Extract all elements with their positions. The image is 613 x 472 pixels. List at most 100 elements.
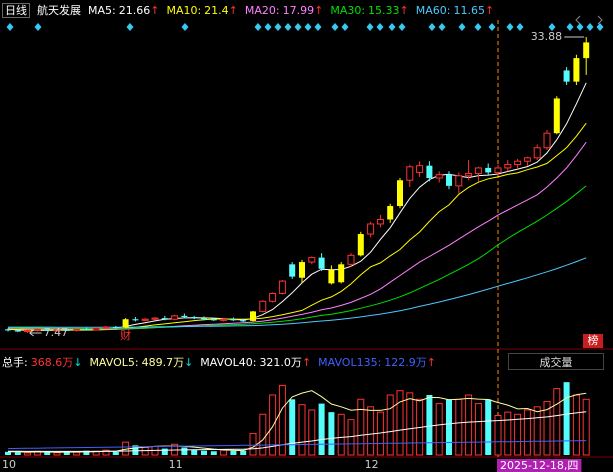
candle-body [141,318,149,321]
event-marker: 财 [120,328,131,342]
legend-value: 489.7万 [141,356,185,369]
prev-arrow[interactable] [575,15,581,25]
candle-body [583,42,590,59]
candle-body [523,157,531,162]
volume-bar [298,404,306,456]
candle-body [83,329,90,331]
legend-name: MA30: [330,3,366,17]
candle-body [102,326,110,329]
candle-body [278,280,286,294]
legend-name: MA60: [415,3,451,17]
volume-bar [582,398,590,456]
volume-bar [269,394,277,456]
ma-line [7,82,587,331]
legend-trend: ↑ [484,3,495,17]
candle-body [308,257,316,263]
volume-bar [446,399,452,455]
candle-body [504,164,512,169]
next-arrow[interactable] [597,15,603,25]
ma-line [7,185,587,329]
signal-icon [388,23,396,31]
legend-trend: ↑ [228,3,238,17]
signal-icon [254,23,262,31]
candle-body [426,165,433,179]
candle-body [563,70,570,82]
candle-body [455,175,463,187]
signal-icon [6,23,14,31]
signal-icon [596,23,604,31]
volume-bar [572,394,580,456]
cursor-date: 2025-12-18,四 [500,459,578,472]
legend-value: 21.4 [204,3,229,17]
candle-body [485,167,492,173]
stock-name: 航天发展 [37,4,81,17]
volume-bar [132,445,139,455]
candle-body [533,147,541,159]
indicator-select[interactable]: 成交量 [508,353,604,370]
legend-name: MA10: [166,3,202,17]
signal-icon [331,23,339,31]
volume-bar [318,403,325,455]
legend-trend: ↑ [426,355,437,369]
volume-bar [543,400,551,456]
volume-bar [504,411,512,456]
volume-bar [465,394,473,456]
signal-icon [506,23,514,31]
candle-body [92,327,100,331]
signal-icon [264,23,272,31]
volume-bar [210,451,217,455]
signal-icon [586,23,594,31]
price-header: 日线 航天发展 MA5: 21.66 ↑ MA10: 21.4 ↑ MA20: 17.99 ↑ M… [2,2,494,18]
candle-body [494,167,502,173]
candle-body [171,315,179,320]
candle-body [416,165,424,173]
signal-icon [274,23,282,31]
signal-icon [548,23,556,31]
volume-bar [328,412,335,455]
signal-icon [428,23,436,31]
volume-bar [24,452,32,456]
volume-bar [289,399,296,455]
candle-body [151,317,159,320]
x-tick-label: 10 [2,458,16,471]
candle-body [191,316,198,319]
volume-bar [220,449,228,456]
legend-value: 321.0万 [259,356,302,369]
volume-bar [5,451,11,455]
candle-body [406,166,414,181]
signal-icon [458,23,466,31]
volume-bar [367,406,375,456]
volume-trend: ↓ [73,355,83,369]
volume-bar [514,413,522,456]
candle-body [347,254,355,265]
volume-bar [230,450,237,455]
candle-body [259,300,267,312]
cursor-date-box [497,459,582,472]
candle-body [397,180,403,207]
volume-bar [249,433,257,456]
candle-body [269,292,277,302]
candle-body [376,218,384,225]
volume-bar [73,451,81,456]
candle-body [44,329,51,331]
period[interactable]: 日线 [2,2,30,18]
volume-bar [44,452,51,455]
candle-body [181,315,188,317]
volume-bar [63,451,70,455]
legend-value: 21.66 [118,3,151,17]
signal-icon [376,23,384,31]
volume-bar [161,448,168,455]
volume-bar [435,403,443,456]
signal-icon [366,23,374,31]
volume-bar [14,452,21,455]
signal-icon [314,23,322,31]
volume-bar [102,449,110,456]
volume-bar [201,450,207,455]
candle-body [161,318,168,320]
candle-body [465,173,473,177]
candle-body [33,328,41,331]
candle-body [299,262,305,278]
legend-trend: ↑ [301,355,312,369]
signal-icon [576,23,584,31]
